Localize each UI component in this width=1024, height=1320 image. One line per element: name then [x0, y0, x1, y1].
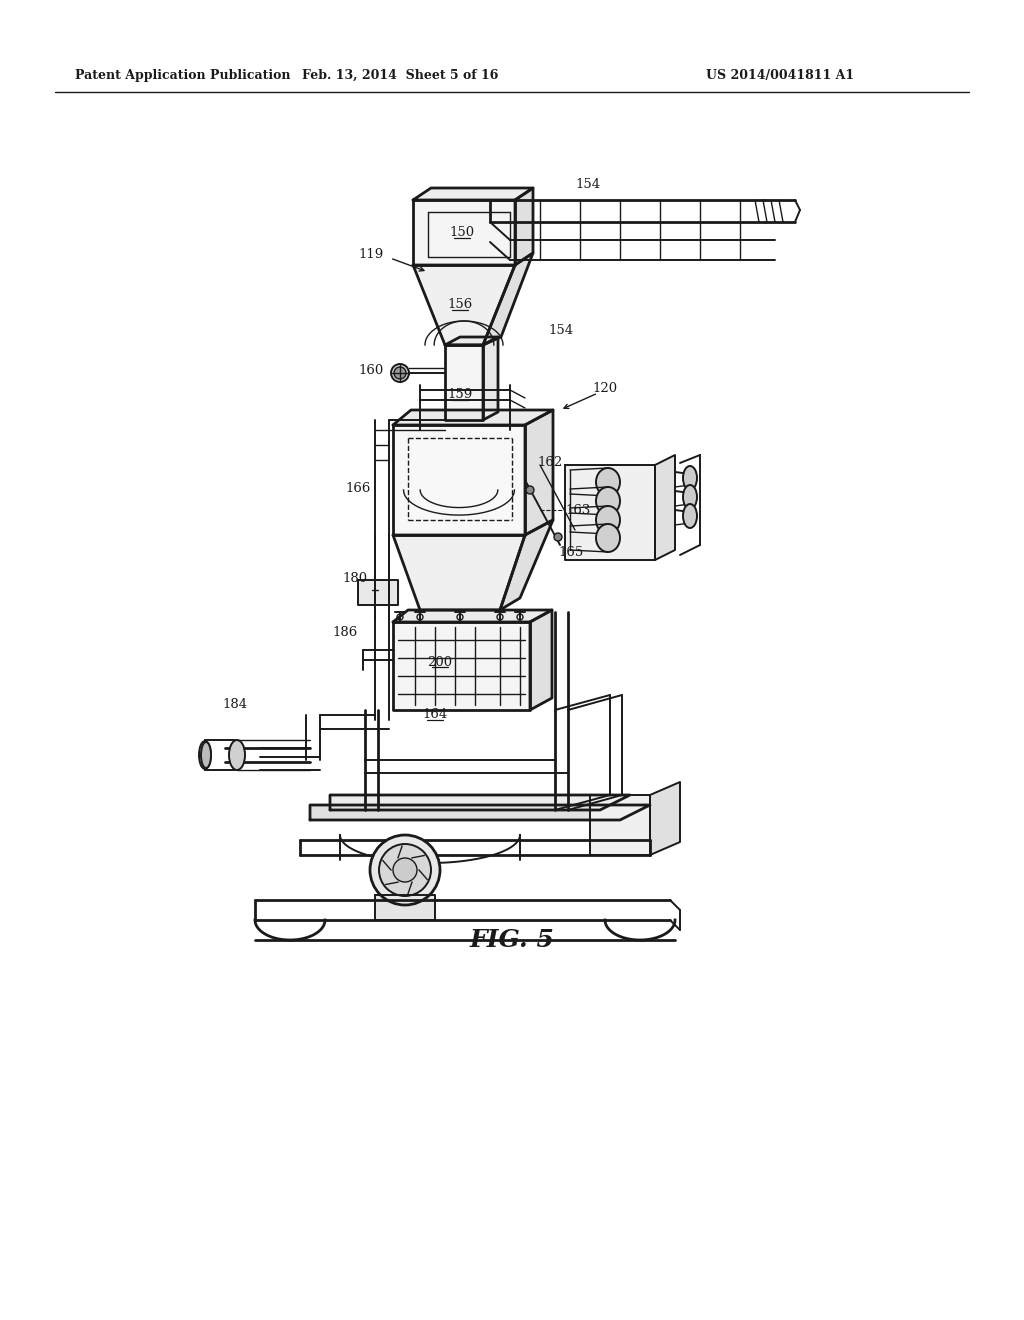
Polygon shape — [500, 520, 553, 610]
Text: 154: 154 — [548, 323, 573, 337]
Circle shape — [394, 367, 406, 379]
Polygon shape — [330, 795, 630, 810]
Ellipse shape — [229, 741, 245, 770]
Text: 119: 119 — [358, 248, 383, 261]
Text: 159: 159 — [447, 388, 473, 401]
Ellipse shape — [201, 742, 211, 768]
Polygon shape — [525, 411, 553, 535]
Text: 164: 164 — [422, 709, 447, 722]
Polygon shape — [393, 610, 552, 622]
Polygon shape — [375, 895, 435, 920]
Text: US 2014/0041811 A1: US 2014/0041811 A1 — [706, 69, 854, 82]
Polygon shape — [515, 187, 534, 265]
Polygon shape — [483, 253, 534, 345]
Text: 163: 163 — [565, 503, 591, 516]
Ellipse shape — [596, 524, 620, 552]
Polygon shape — [483, 337, 498, 420]
Polygon shape — [393, 535, 525, 610]
Circle shape — [554, 533, 562, 541]
Ellipse shape — [199, 741, 211, 770]
Text: 200: 200 — [427, 656, 453, 668]
Text: 150: 150 — [450, 227, 474, 239]
Text: 166: 166 — [345, 482, 371, 495]
Text: 165: 165 — [558, 546, 584, 560]
Circle shape — [379, 843, 431, 896]
Polygon shape — [445, 345, 483, 420]
Polygon shape — [310, 805, 650, 820]
Circle shape — [370, 836, 440, 906]
Polygon shape — [413, 187, 534, 201]
Ellipse shape — [596, 469, 620, 496]
Text: Patent Application Publication: Patent Application Publication — [75, 69, 291, 82]
Text: 154: 154 — [575, 178, 600, 191]
Ellipse shape — [683, 504, 697, 528]
Text: 160: 160 — [358, 363, 383, 376]
Polygon shape — [530, 610, 552, 710]
Circle shape — [526, 486, 534, 494]
Polygon shape — [413, 265, 515, 345]
Text: 186: 186 — [332, 627, 357, 639]
Ellipse shape — [596, 487, 620, 515]
Text: 180: 180 — [342, 572, 368, 585]
Circle shape — [391, 364, 409, 381]
Polygon shape — [393, 411, 553, 425]
Text: 120: 120 — [592, 381, 617, 395]
Polygon shape — [565, 465, 655, 560]
Polygon shape — [358, 579, 398, 605]
Ellipse shape — [683, 466, 697, 490]
Ellipse shape — [683, 484, 697, 510]
Text: FIG. 5: FIG. 5 — [470, 928, 554, 952]
Polygon shape — [393, 425, 525, 535]
Ellipse shape — [596, 506, 620, 535]
Polygon shape — [650, 781, 680, 855]
Text: 156: 156 — [447, 298, 473, 312]
Polygon shape — [413, 201, 515, 265]
Text: 162: 162 — [537, 455, 562, 469]
Circle shape — [393, 858, 417, 882]
Text: Feb. 13, 2014  Sheet 5 of 16: Feb. 13, 2014 Sheet 5 of 16 — [302, 69, 499, 82]
Polygon shape — [590, 795, 650, 855]
Polygon shape — [393, 622, 530, 710]
Polygon shape — [655, 455, 675, 560]
Text: 184: 184 — [222, 698, 247, 711]
Polygon shape — [445, 337, 498, 345]
